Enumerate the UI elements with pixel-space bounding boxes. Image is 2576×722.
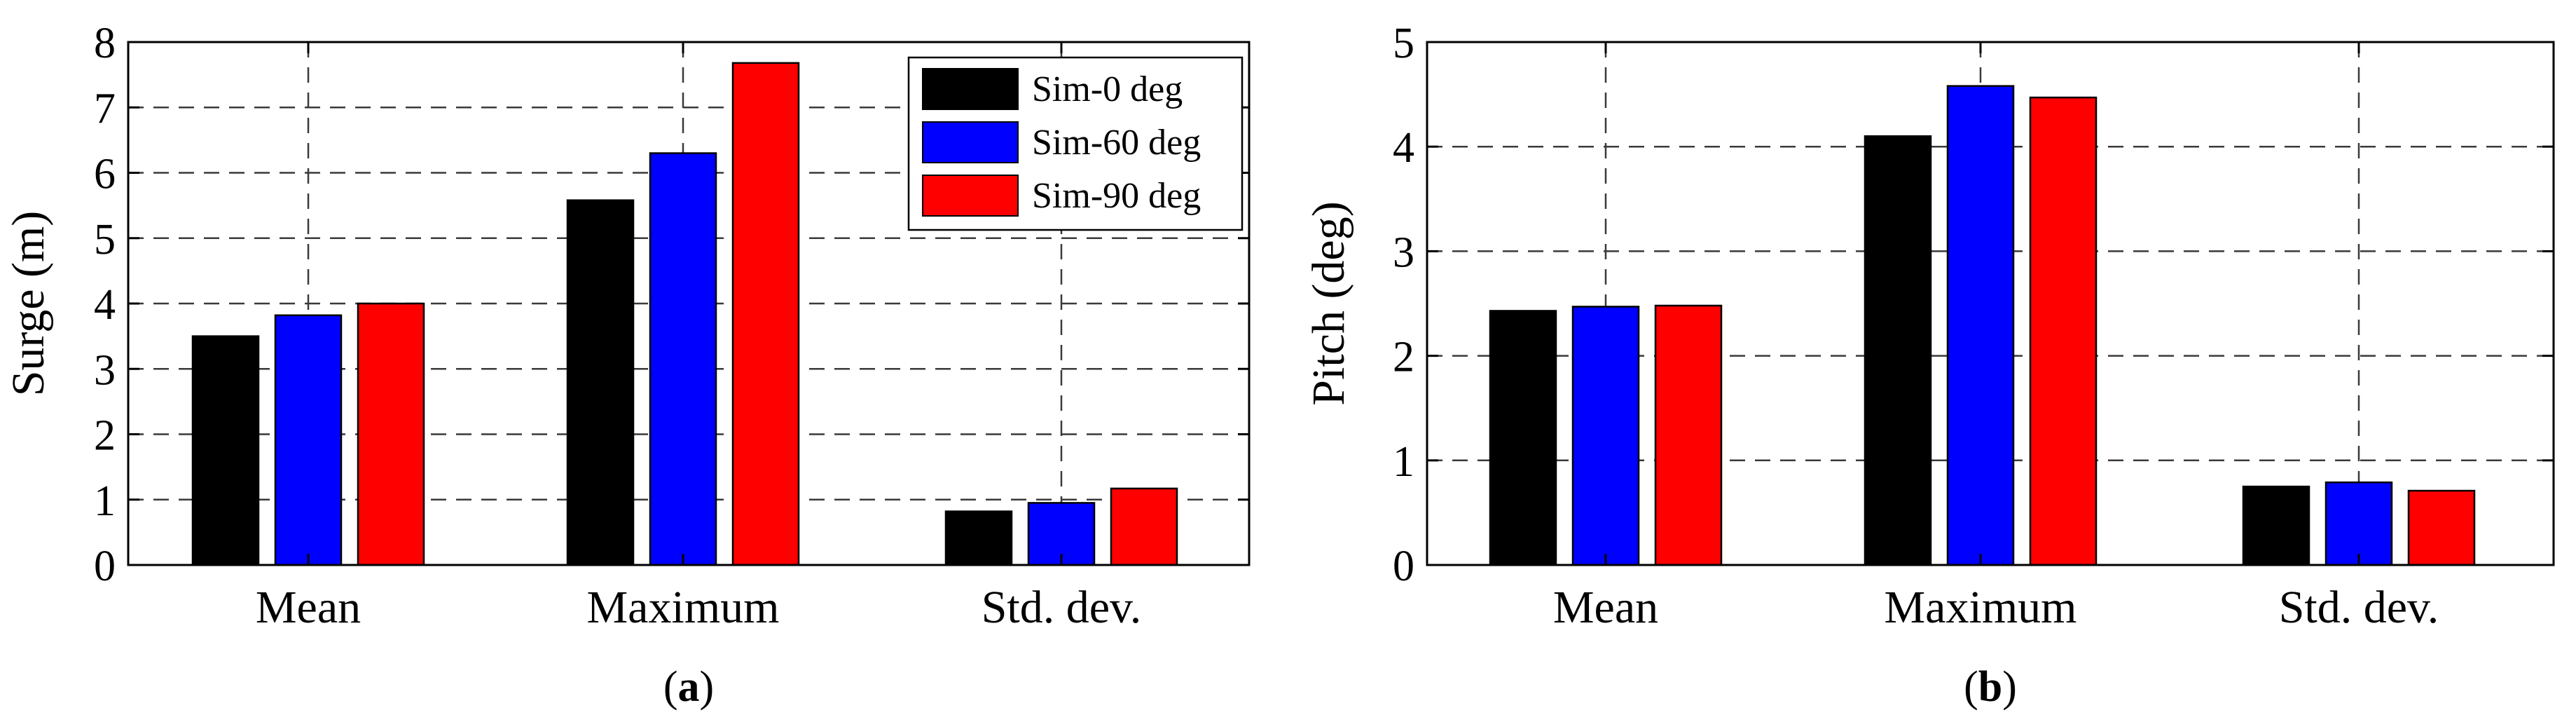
bar-3-series-3 xyxy=(1110,487,1178,566)
x-category-label: Mean xyxy=(1553,582,1658,633)
legend-swatch-3 xyxy=(922,175,1019,217)
bar-2-series-3 xyxy=(2029,96,2098,566)
y-tick-label: 3 xyxy=(94,346,116,394)
bar-1-series-3 xyxy=(1654,304,1723,566)
bar-2-series-1 xyxy=(566,199,635,566)
bar-1-series-2 xyxy=(274,314,343,566)
bar-3-series-1 xyxy=(944,510,1013,566)
y-tick-label: 5 xyxy=(94,216,116,264)
y-axis-label: Pitch (deg) xyxy=(1303,201,1354,405)
x-category-label: Mean xyxy=(256,582,361,633)
bar-1-series-1 xyxy=(1489,310,1557,566)
y-tick-label: 2 xyxy=(1393,334,1414,381)
y-tick-label: 7 xyxy=(94,85,116,132)
bar-2-series-2 xyxy=(649,152,717,566)
y-tick-label: 3 xyxy=(1393,229,1414,276)
chart-surge: 0 1 2 3 4 5 6 7 8 Mean Maximum Std. dev. Surge (m) (a… xyxy=(3,20,1251,711)
legend-label-2: Sim-60 deg xyxy=(1032,123,1201,163)
x-category-label: Maximum xyxy=(587,582,780,633)
y-tick-label: 5 xyxy=(1393,20,1414,67)
x-category-label: Std. dev. xyxy=(982,582,1142,633)
y-tick-label: 4 xyxy=(94,281,116,329)
legend: Sim-0 deg Sim-60 deg Sim-90 deg xyxy=(907,56,1244,231)
bar-3-series-3 xyxy=(2407,489,2476,566)
legend-label-1: Sim-0 deg xyxy=(1032,69,1183,109)
panel-label: (b) xyxy=(1964,663,2017,711)
bar-3-series-1 xyxy=(2242,485,2310,566)
bar-1-series-2 xyxy=(1571,306,1640,566)
bar-1-series-3 xyxy=(357,302,425,566)
x-category-label: Maximum xyxy=(1885,582,2077,633)
axes-frame xyxy=(1426,41,2555,566)
legend-swatch-2 xyxy=(922,121,1019,163)
bar-3-series-2 xyxy=(2324,481,2393,566)
y-tick-label: 0 xyxy=(1393,543,1414,590)
bar-2-series-2 xyxy=(1946,85,2015,566)
y-tick-label: 0 xyxy=(94,543,116,590)
bar-1-series-1 xyxy=(191,335,260,566)
bar-2-series-3 xyxy=(731,62,800,566)
legend-label-3: Sim-90 deg xyxy=(1032,176,1201,216)
y-tick-label: 1 xyxy=(1393,438,1414,486)
y-tick-label: 6 xyxy=(94,151,116,198)
legend-swatch-1 xyxy=(922,68,1019,110)
y-tick-label: 2 xyxy=(94,412,116,460)
y-tick-label: 1 xyxy=(94,477,116,525)
panel-label: (a) xyxy=(663,663,714,711)
bar-2-series-1 xyxy=(1864,135,1932,566)
y-axis-label: Surge (m) xyxy=(3,211,54,397)
y-tick-label: 4 xyxy=(1393,124,1414,172)
chart-pitch: 0 1 2 3 4 5 Mean Maximum Std. dev. Pitch (deg) (b) xyxy=(1303,20,2555,711)
x-category-label: Std. dev. xyxy=(2279,582,2439,633)
y-tick-label: 8 xyxy=(94,20,116,67)
